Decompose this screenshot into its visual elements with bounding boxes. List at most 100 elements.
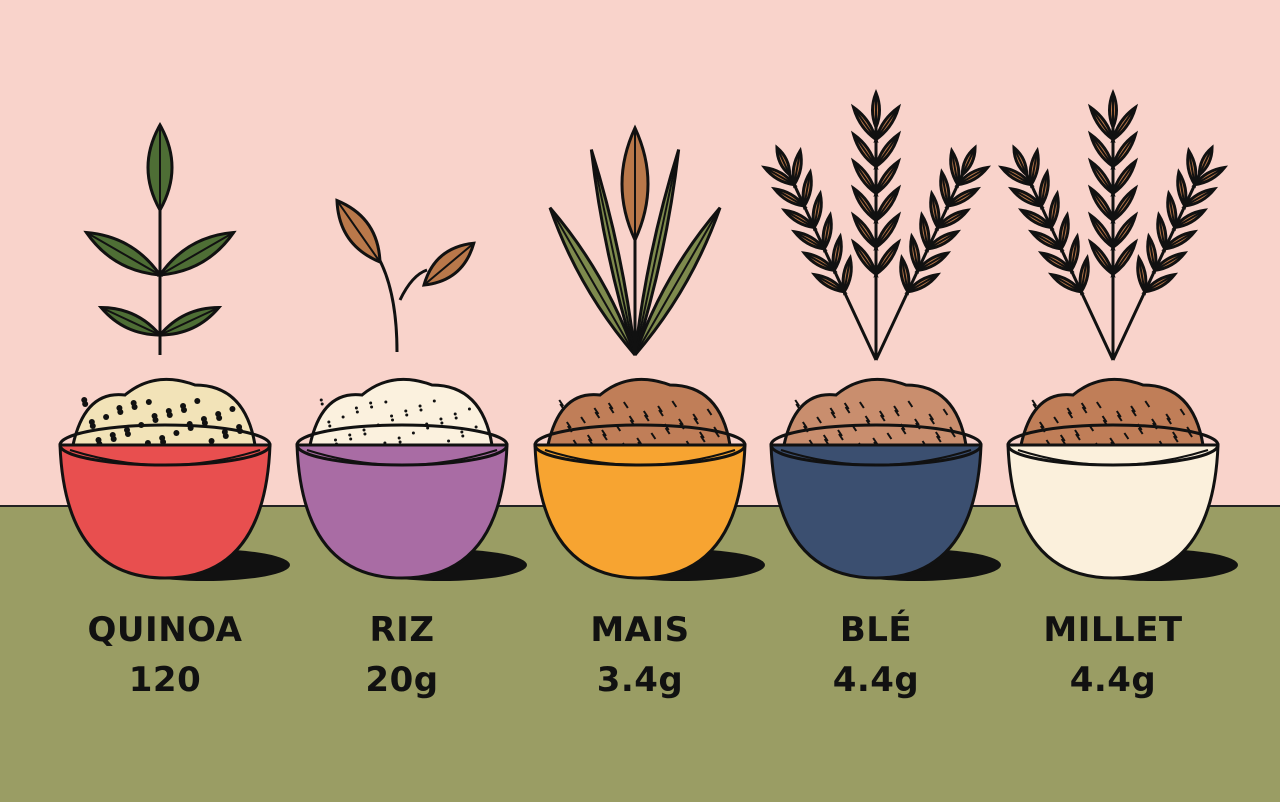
leaf-icon	[1108, 88, 1118, 132]
leaf-vein	[1013, 147, 1028, 176]
grain-mark	[1151, 418, 1157, 426]
grain-mark	[608, 406, 615, 414]
leaf-icon	[1146, 232, 1158, 275]
grain-mound	[546, 377, 732, 447]
grain-dot	[440, 421, 444, 425]
leaf-icon	[924, 229, 962, 251]
wheat-ear-icon	[874, 144, 992, 361]
leaf-icon	[156, 306, 223, 337]
leaf-icon	[760, 165, 798, 187]
grain-mark	[566, 421, 572, 429]
grain-mark	[872, 437, 878, 445]
leaf-icon	[929, 189, 941, 232]
leaf-icon	[873, 211, 902, 251]
wheat-ear-icon	[997, 144, 1115, 361]
wheat-ear-icon	[760, 144, 878, 361]
grain-mark	[829, 407, 836, 415]
leaf-icon	[801, 168, 813, 210]
grain-dot	[166, 412, 173, 418]
grain-mark	[594, 411, 601, 419]
grain-mark	[1123, 432, 1130, 440]
leaf-icon	[1161, 229, 1199, 251]
leaf-vein	[1112, 160, 1137, 194]
leaf-vein	[1177, 172, 1186, 207]
grain-dot	[390, 414, 394, 418]
wheat-stem	[874, 164, 969, 361]
leaf-icon	[146, 121, 174, 214]
value-quinoa: 120	[128, 660, 202, 700]
leaf-vein	[1089, 214, 1114, 248]
grain-mark	[1053, 416, 1059, 424]
bowl	[1006, 443, 1220, 580]
leaf-vein	[875, 241, 900, 275]
leaf-vein	[1070, 236, 1079, 271]
leaf-icon	[1110, 211, 1139, 251]
corn-stalk-icon	[548, 124, 722, 356]
grain-dot	[110, 436, 117, 442]
leaf-icon	[960, 144, 977, 179]
grain-mark	[1165, 413, 1172, 421]
leaf-vein	[634, 207, 721, 356]
leaf-icon	[780, 208, 818, 230]
bowl	[769, 443, 983, 580]
leaf-icon	[850, 103, 879, 144]
leaf-icon	[1151, 251, 1189, 273]
leaf-icon	[1156, 211, 1168, 253]
grain-mound	[782, 377, 968, 447]
leaf-vein	[1040, 252, 1072, 272]
leaf-vein	[1144, 273, 1176, 293]
grain-dot	[405, 413, 409, 417]
grain-mark	[1179, 408, 1186, 416]
leaf-icon	[1197, 144, 1214, 179]
label-ble: BLÉ	[839, 610, 913, 650]
grain-dot	[320, 402, 324, 406]
grain-mark	[822, 434, 829, 442]
leaf-vein	[813, 273, 845, 293]
leaf-icon	[1191, 165, 1229, 187]
leaf-icon	[944, 186, 982, 209]
leaf-icon	[1186, 146, 1198, 189]
grain-dot	[194, 398, 201, 404]
grain-mark	[628, 415, 635, 423]
leaf-vein	[1194, 166, 1226, 186]
grain-dot	[341, 415, 345, 419]
grain-dot	[432, 399, 436, 403]
leaf-icon	[83, 230, 164, 277]
grain-dot	[82, 401, 89, 407]
label-riz: RIZ	[369, 610, 435, 650]
wheat-ears-icon	[760, 88, 992, 361]
grain-dot	[355, 410, 359, 414]
leaf-icon	[770, 186, 808, 209]
grain-mark	[844, 406, 851, 414]
grain-mark	[1032, 403, 1039, 411]
leaf-vein	[1164, 230, 1196, 250]
bowl	[295, 443, 509, 580]
leaf-icon	[873, 184, 902, 225]
grain-dot	[103, 414, 110, 420]
grain-mark	[893, 405, 899, 413]
leaf-icon	[548, 206, 637, 356]
grain-mark	[559, 403, 566, 411]
grain-dot	[461, 434, 465, 438]
leaf-vein	[85, 231, 161, 276]
leaf-vein	[549, 207, 636, 356]
grain-mark	[830, 411, 837, 419]
leaf-icon	[1058, 211, 1070, 253]
leaf-icon	[841, 254, 853, 296]
grain-mark	[692, 413, 699, 421]
grain-dot	[145, 399, 152, 405]
grain-dot	[354, 406, 358, 410]
grain-mark	[664, 427, 671, 435]
leaf-icon	[1087, 103, 1116, 144]
leaf-vein	[852, 133, 877, 168]
grain-mark	[558, 399, 565, 407]
grain-mark	[935, 435, 942, 443]
grain-mark	[1075, 433, 1081, 441]
leaf-vein	[793, 150, 802, 185]
leaf-vein	[930, 193, 939, 228]
grain-dot	[397, 436, 401, 440]
bowl	[58, 443, 272, 580]
leaf-icon	[899, 254, 911, 296]
grain-mark	[929, 417, 935, 425]
leaf-vein	[1089, 133, 1114, 168]
